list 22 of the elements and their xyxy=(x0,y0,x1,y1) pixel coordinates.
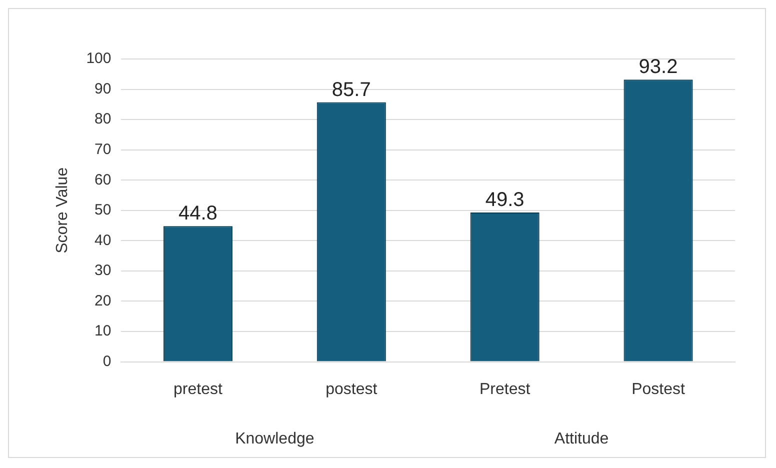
text: Knowledge xyxy=(235,430,314,448)
y-tick-label: 50 xyxy=(94,202,112,219)
x-tick-label: Postest xyxy=(632,380,686,398)
x-tick-label: postest xyxy=(326,380,378,398)
y-tick-label: 90 xyxy=(94,80,112,98)
data-label: 49.3 xyxy=(485,189,524,212)
y-tick-label: 80 xyxy=(94,110,112,128)
y-tick-label: 70 xyxy=(94,140,112,158)
data-label: 44.8 xyxy=(178,202,218,225)
y-tick-label: 60 xyxy=(94,171,112,188)
y-tick-label: 100 xyxy=(86,50,112,68)
y-tick-label: 20 xyxy=(94,292,112,310)
data-label: 93.2 xyxy=(638,56,678,78)
y-tick-label: 30 xyxy=(94,262,112,280)
text: Attitude xyxy=(554,430,609,448)
data-label: 85.7 xyxy=(332,78,371,101)
y-axis-title: Score Value xyxy=(54,167,72,254)
x-tick-label: Pretest xyxy=(479,380,531,398)
y-tick-label: 0 xyxy=(102,352,112,370)
y-tick-label: 40 xyxy=(94,232,112,249)
y-tick-label: 10 xyxy=(94,322,112,340)
x-tick-label: pretest xyxy=(173,380,223,398)
